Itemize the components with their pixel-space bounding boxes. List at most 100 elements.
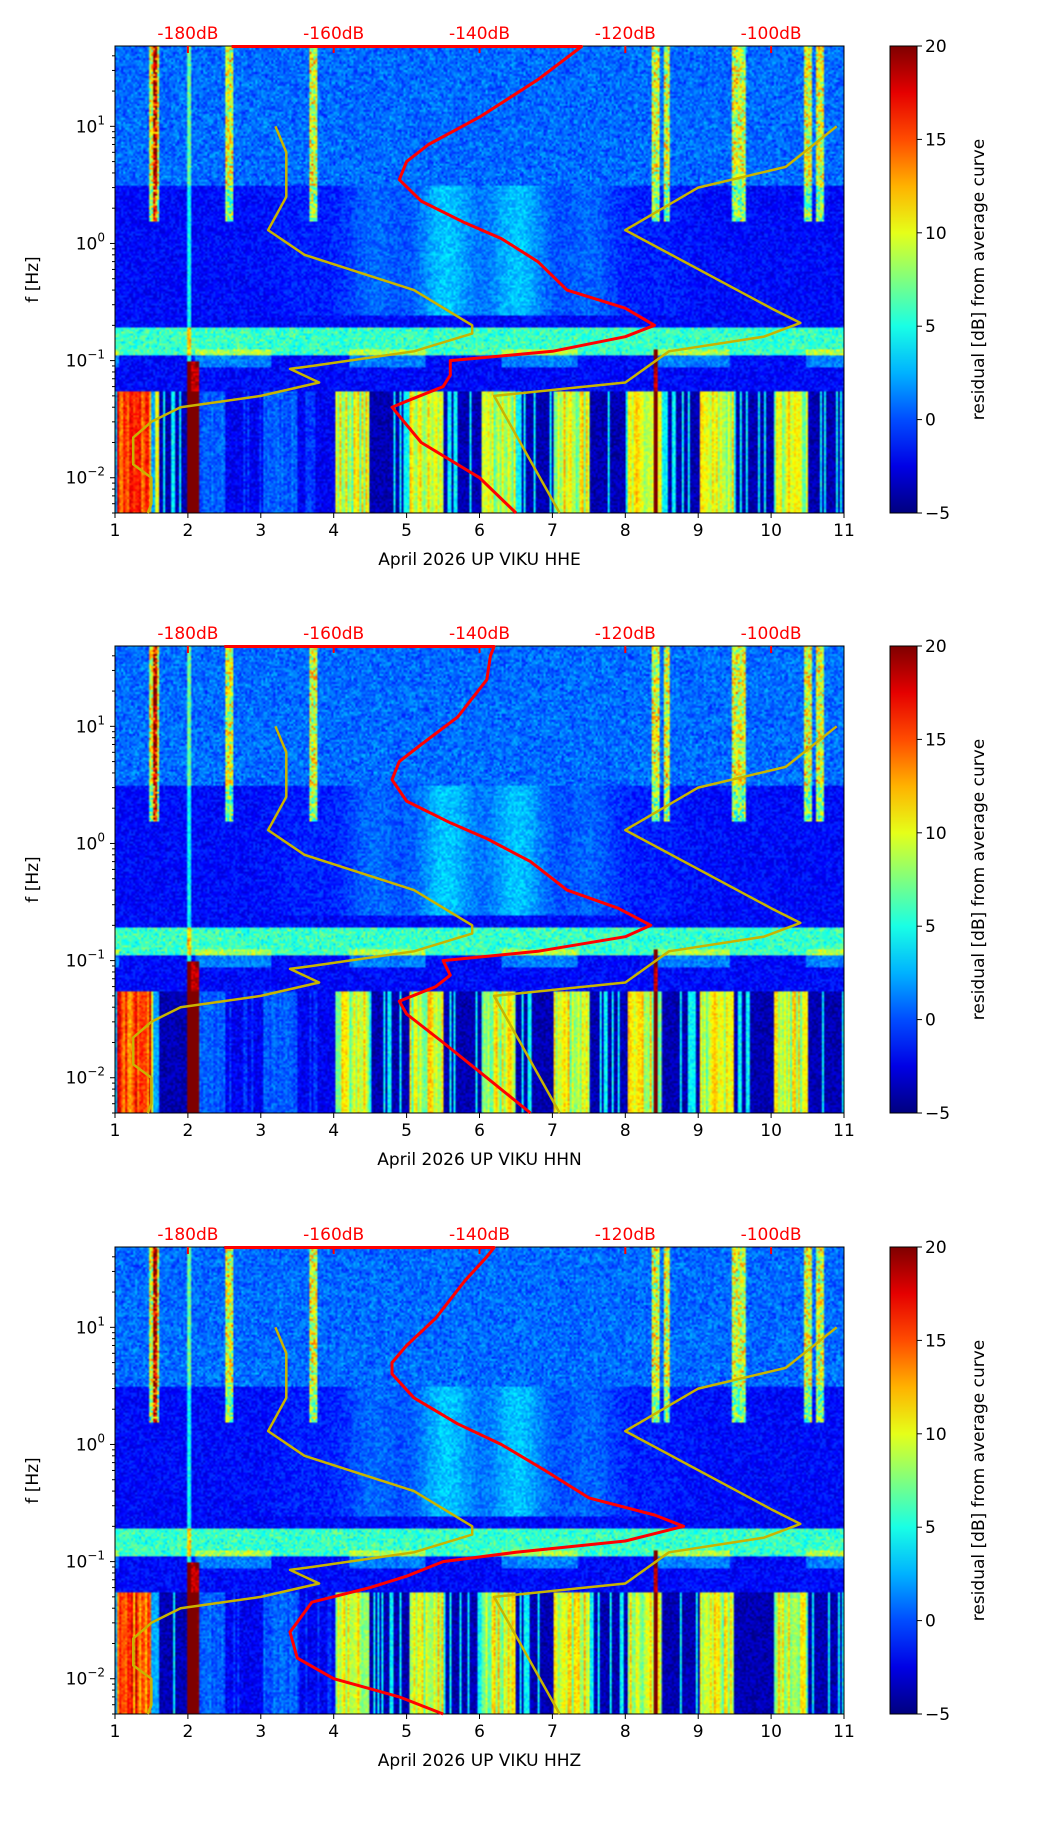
y-tick-label: 100 — [76, 1431, 105, 1455]
nlnm-line — [131, 125, 474, 514]
x-tick-label: 8 — [620, 521, 631, 541]
top-axis-tick-label: -140dB — [449, 624, 510, 644]
top-axis-tick-label: -180dB — [157, 24, 218, 44]
top-axis-tick-label: -140dB — [449, 24, 510, 44]
x-tick-label: 9 — [693, 521, 704, 541]
top-axis-tick-label: -120dB — [595, 1225, 656, 1245]
x-tick-label: 2 — [182, 1121, 193, 1141]
nlnm-line — [131, 725, 474, 1114]
x-tick-label: 4 — [328, 521, 339, 541]
top-axis-tick-label: -160dB — [303, 624, 364, 644]
nhnm-line — [492, 125, 838, 514]
y-tick-label: 10−2 — [66, 1666, 105, 1690]
average-psd-line — [224, 1246, 686, 1716]
colorbar-tick-label: 15 — [925, 130, 947, 150]
average-psd-line — [231, 45, 656, 515]
colorbar-label: residual [dB] from average curve — [969, 1340, 989, 1621]
colorbar-tick-label: 15 — [925, 1331, 947, 1351]
x-tick-label: 8 — [620, 1722, 631, 1742]
colorbar — [889, 45, 918, 514]
top-axis-tick-label: -100dB — [741, 624, 802, 644]
y-tick-label: 10−2 — [66, 1065, 105, 1089]
top-axis-tick-label: -160dB — [303, 24, 364, 44]
spectrogram-image — [115, 46, 844, 513]
x-axis-label: April 2026 UP VIKU HHN — [377, 1150, 582, 1170]
nhnm-line — [492, 1326, 838, 1715]
x-tick-label: 2 — [182, 1722, 193, 1742]
y-tick-label: 100 — [76, 830, 105, 854]
y-tick-label: 10−1 — [66, 348, 105, 372]
x-tick-label: 1 — [110, 1722, 121, 1742]
y-tick-label: 100 — [76, 230, 105, 254]
colorbar-tick-label: 10 — [925, 1425, 947, 1445]
colorbar — [889, 645, 918, 1114]
x-tick-label: 4 — [328, 1722, 339, 1742]
top-axis-tick-label: -140dB — [449, 1225, 510, 1245]
colorbar-tick-label: −5 — [925, 504, 950, 524]
x-tick-label: 10 — [760, 1722, 782, 1742]
x-axis-label: April 2026 UP VIKU HHZ — [378, 1751, 581, 1771]
x-tick-label: 6 — [474, 1722, 485, 1742]
x-tick-label: 1 — [110, 1121, 121, 1141]
colorbar-tick-label: 10 — [925, 224, 947, 244]
y-tick-label: 10−1 — [66, 948, 105, 972]
top-axis-tick-label: -100dB — [741, 24, 802, 44]
colorbar-label: residual [dB] from average curve — [969, 739, 989, 1020]
top-axis-tick-label: -100dB — [741, 1225, 802, 1245]
x-tick-label: 10 — [760, 1121, 782, 1141]
colorbar-tick-label: 15 — [925, 730, 947, 750]
x-tick-label: 8 — [620, 1121, 631, 1141]
plot-frame — [114, 1246, 845, 1715]
x-tick-label: 6 — [474, 521, 485, 541]
y-tick-label: 10−1 — [66, 1549, 105, 1573]
y-axis-label: f [Hz] — [23, 256, 43, 302]
chart-overlay: 1 2 3 4 5 6 7 8 9 10 11 April 2026 UP VIKU HHE 10−2 1… — [23, 24, 989, 570]
chart-overlay: 1 2 3 4 5 6 7 8 9 10 11 April 2026 UP VIKU HHN 10−2 1… — [23, 624, 989, 1170]
x-tick-label: 7 — [547, 1121, 558, 1141]
top-axis-tick-label: -120dB — [595, 624, 656, 644]
colorbar-tick-label: 20 — [925, 637, 947, 657]
nhnm-line — [492, 725, 838, 1114]
spectrogram-panel-hhn: 1 2 3 4 5 6 7 8 9 10 11 April 2026 UP VIKU HHN 10−2 1… — [0, 624, 1052, 1246]
x-tick-label: 11 — [833, 521, 855, 541]
average-psd-line — [224, 645, 653, 1115]
x-tick-label: 11 — [833, 1722, 855, 1742]
x-tick-label: 10 — [760, 521, 782, 541]
plot-frame — [114, 645, 845, 1114]
x-axis-label: April 2026 UP VIKU HHE — [378, 550, 581, 570]
x-tick-label: 5 — [401, 1121, 412, 1141]
x-tick-label: 4 — [328, 1121, 339, 1141]
colorbar-tick-label: 5 — [925, 317, 936, 337]
x-tick-label: 3 — [255, 521, 266, 541]
x-tick-label: 2 — [182, 521, 193, 541]
colorbar-tick-label: −5 — [925, 1705, 950, 1725]
x-tick-label: 3 — [255, 1121, 266, 1141]
x-tick-label: 9 — [693, 1722, 704, 1742]
y-tick-label: 101 — [76, 113, 105, 137]
x-tick-label: 11 — [833, 1121, 855, 1141]
colorbar-tick-label: 10 — [925, 824, 947, 844]
x-tick-label: 5 — [401, 521, 412, 541]
x-tick-label: 6 — [474, 1121, 485, 1141]
colorbar-tick-label: 0 — [925, 1612, 936, 1632]
colorbar-tick-label: 20 — [925, 1238, 947, 1258]
spectrogram-image — [115, 1247, 844, 1714]
colorbar-tick-label: 5 — [925, 917, 936, 937]
top-axis-tick-label: -120dB — [595, 24, 656, 44]
x-tick-label: 7 — [547, 1722, 558, 1742]
x-tick-label: 5 — [401, 1722, 412, 1742]
y-axis-label: f [Hz] — [23, 856, 43, 902]
spectrogram-panel-hhz: 1 2 3 4 5 6 7 8 9 10 11 April 2026 UP VIKU HHZ 10−2 1… — [0, 1225, 1052, 1847]
x-tick-label: 9 — [693, 1121, 704, 1141]
colorbar-tick-label: 5 — [925, 1518, 936, 1538]
y-tick-label: 101 — [76, 1314, 105, 1338]
x-tick-label: 1 — [110, 521, 121, 541]
spectrogram-panel-hhe: 1 2 3 4 5 6 7 8 9 10 11 April 2026 UP VIKU HHE 10−2 1… — [0, 24, 1052, 646]
colorbar — [889, 1246, 918, 1715]
colorbar-tick-label: 0 — [925, 411, 936, 431]
chart-overlay: 1 2 3 4 5 6 7 8 9 10 11 April 2026 UP VIKU HHZ 10−2 1… — [23, 1225, 989, 1771]
top-axis-tick-label: -180dB — [157, 1225, 218, 1245]
colorbar-label: residual [dB] from average curve — [969, 139, 989, 420]
colorbar-tick-label: 20 — [925, 37, 947, 57]
top-axis-tick-label: -180dB — [157, 624, 218, 644]
